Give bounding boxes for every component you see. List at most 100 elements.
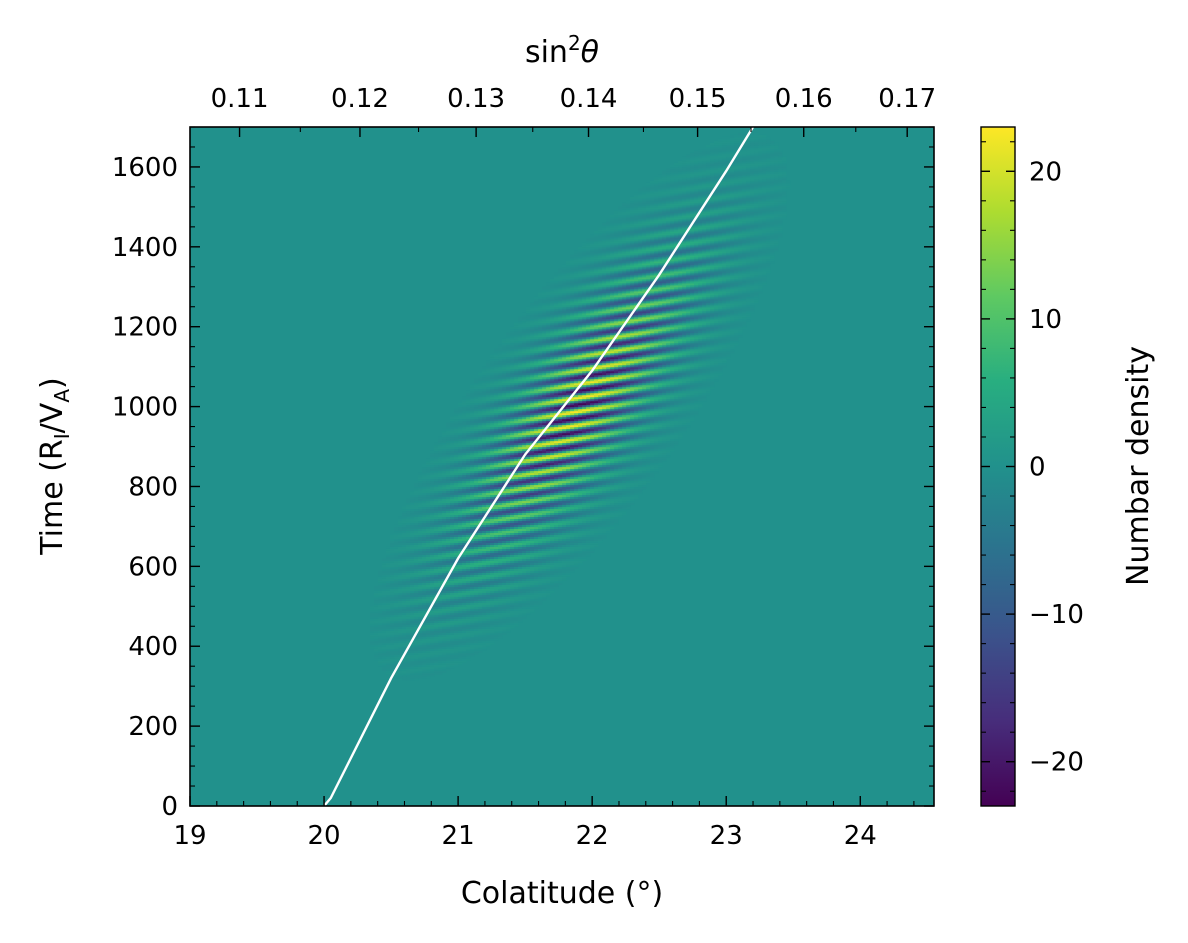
heatmap-cell [454,628,459,631]
heatmap-cell [586,506,591,510]
heatmap-cell [418,572,423,575]
heatmap-cell [526,582,531,585]
heatmap-cell [430,668,435,671]
heatmap-cell [398,520,403,524]
heatmap-cell [550,506,555,510]
heatmap-cell [470,576,475,579]
heatmap-cell [450,548,455,551]
heatmap-cell [394,652,399,655]
heatmap-cell [498,546,503,549]
heatmap-cell [526,520,531,524]
heatmap-cell [474,534,479,537]
heatmap-cell [546,522,551,526]
heatmap-cell [462,600,467,603]
heatmap-cell [414,660,419,663]
heatmap-cell [430,588,435,591]
heatmap-cell [402,588,407,591]
heatmap-cell [518,512,523,516]
heatmap-cell [458,628,463,631]
heatmap-cell [534,592,539,595]
heatmap-cell [494,626,499,629]
heatmap-cell [554,538,559,541]
heatmap-cell [494,628,499,631]
heatmap-cell [466,516,471,520]
heatmap-cell [462,612,467,615]
heatmap-cell [390,594,395,597]
heatmap-cell [426,538,431,541]
heatmap-cell [494,506,499,510]
heatmap-cell [414,584,419,587]
heatmap-cell [530,548,535,551]
heatmap-cell [502,594,507,597]
heatmap-cell [530,540,535,543]
heatmap-cell [554,552,559,555]
heatmap-cell [494,602,499,605]
heatmap-cell [442,548,447,551]
heatmap-cell [490,606,495,609]
heatmap-cell [514,574,519,577]
heatmap-cell [394,648,399,651]
heatmap-cell [378,650,383,653]
heatmap-cell [370,644,375,647]
heatmap-cell [402,614,407,617]
heatmap-cell [414,524,419,528]
heatmap-cell [434,628,439,631]
heatmap-cell [442,600,447,603]
heatmap-cell [390,646,395,649]
heatmap-cell [394,628,399,631]
heatmap-cell [446,560,451,563]
heatmap-cell [574,530,579,534]
heatmap-cell [402,524,407,528]
heatmap-cell [474,646,479,649]
heatmap-cell [426,638,431,641]
heatmap-cell [422,582,427,585]
heatmap-cell [526,542,531,545]
heatmap-cell [474,652,479,655]
heatmap-cell [406,560,411,563]
heatmap-cell [398,606,403,609]
heatmap-cell [394,626,399,629]
heatmap-cell [446,512,451,516]
heatmap-cell [558,582,563,585]
heatmap-cell [434,574,439,577]
heatmap-cell [454,580,459,583]
heatmap-cell [478,610,483,613]
heatmap-cell [402,552,407,555]
heatmap-cell [506,590,511,593]
heatmap-cell [418,506,423,510]
heatmap-cell [466,582,471,585]
heatmap-cell [454,608,459,611]
heatmap-cell [534,590,539,593]
heatmap-cell [602,536,607,539]
heatmap-cell [466,572,471,575]
heatmap-cell [386,612,391,615]
heatmap-cell [430,634,435,637]
heatmap-cell [450,524,455,528]
heatmap-cell [518,534,523,537]
heatmap-cell [470,642,475,645]
heatmap-cell [562,566,567,569]
heatmap-cell [418,662,423,665]
heatmap-cell [418,612,423,615]
heatmap-cell [570,564,575,567]
heatmap-cell [538,514,543,518]
heatmap-cell [562,536,567,539]
heatmap-cell [506,600,511,603]
heatmap-cell [430,644,435,647]
heatmap-cell [434,534,439,537]
heatmap-cell [382,596,387,599]
heatmap-cell [446,640,451,643]
heatmap-cell [478,616,483,619]
heatmap-cell [466,584,471,587]
heatmap-cell [502,620,507,623]
heatmap-cell [522,540,527,543]
heatmap-cell [442,602,447,605]
heatmap-cell [478,520,483,524]
heatmap-cell [502,566,507,569]
heatmap-cell [426,632,431,635]
heatmap-cell [562,526,567,530]
heatmap-cell [422,644,427,647]
heatmap-cell [406,538,411,541]
heatmap-cell [534,514,539,518]
heatmap-cell [490,536,495,539]
